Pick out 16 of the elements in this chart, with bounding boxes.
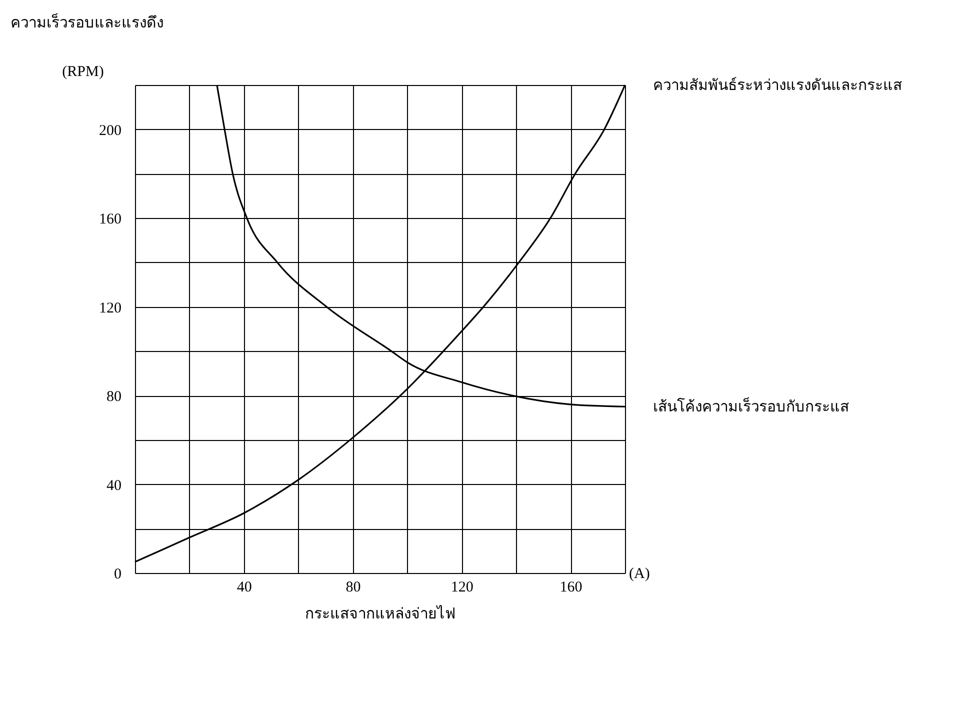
y-tick-label: 120	[99, 300, 122, 316]
y-axis-title: ความเร็วรอบและแรงดึง	[10, 12, 164, 32]
y-tick-label: 160	[99, 212, 122, 228]
x-tick-label: 120	[450, 580, 474, 596]
x-tick-label: 40	[236, 580, 252, 596]
series-label: ความสัมพันธ์ระหว่างแรงดันและกระแส	[653, 76, 902, 94]
x-tick-label: 160	[560, 580, 582, 596]
y-tick-label: 80	[106, 389, 122, 406]
x-axis-title: กระแสจากแหล่งจ่ายไฟ	[305, 604, 456, 622]
x-tick-label: 80	[346, 580, 361, 596]
text: (A)	[629, 566, 650, 582]
text: (RPM)	[62, 64, 104, 80]
y-tick-label: 200	[99, 122, 122, 139]
y-tick-label: 0	[114, 566, 122, 582]
series-label: เส้นโค้งความเร็วรอบกับกระแส	[653, 396, 849, 416]
y-tick-label: 40	[106, 478, 122, 494]
